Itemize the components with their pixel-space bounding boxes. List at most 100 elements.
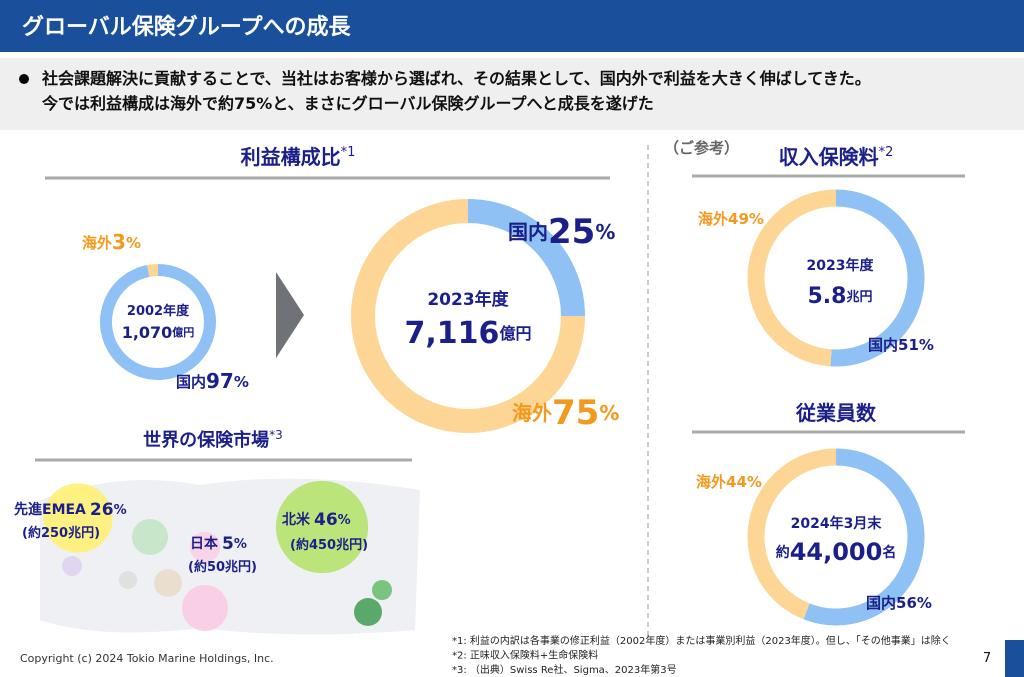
segment-label: 海外49% — [698, 210, 764, 228]
donut-total-part: 億円 — [172, 325, 194, 339]
section-title-part: 世界の保険市場 — [143, 429, 269, 451]
summary-line: 今では利益構成は海外で約75%と、まさにグローバル保険グループへと成長を遂げた — [41, 94, 654, 113]
reference-note-part: （ご参考） — [664, 139, 739, 157]
market-bubble — [275, 480, 369, 574]
segment-label-part: 国内 — [866, 594, 896, 612]
segment-label-part: 国内 — [176, 373, 206, 391]
section-title-part: 従業員数 — [795, 401, 877, 425]
segment-label: 海外44% — [696, 473, 762, 491]
market-label-part: % — [338, 513, 351, 528]
footnote-part: *2: 正味収入保険料+生命保険料 — [452, 649, 598, 662]
segment-label-part: 国内 — [868, 336, 898, 354]
donut-total-part: 兆円 — [846, 289, 872, 305]
segment-label-part: % — [919, 336, 934, 354]
segment-label-part: % — [595, 220, 615, 244]
segment-label-part: 75 — [552, 393, 599, 433]
segment-label-part: 25 — [548, 212, 595, 252]
donut-total: 1,070億円 — [122, 323, 195, 342]
donut-segment — [803, 448, 925, 626]
segment-label-part: % — [917, 594, 932, 612]
segment-label-part: 海外 — [82, 234, 112, 252]
market-label-part: % — [114, 503, 127, 518]
summary-band — [0, 58, 1024, 130]
donut-period-part: 2002年度 — [127, 303, 190, 319]
donut-segment — [467, 199, 585, 317]
segment-label-part: 海外 — [698, 210, 728, 228]
footnote: *3: （出典）Swiss Re社、Sigma、2023年第3号 — [452, 663, 677, 676]
page-number-part: 7 — [983, 651, 991, 666]
donut-total-part: 5.8 — [808, 284, 847, 309]
copyright-part: Copyright (c) 2024 Tokio Marine Holdings… — [20, 652, 274, 665]
donut-period-part: 2024年3月末 — [791, 515, 883, 532]
segment-label-part: % — [747, 473, 762, 491]
donut-period: 2024年3月末 — [791, 515, 883, 532]
donut-total: 約44,000名 — [776, 538, 897, 566]
section-title: 収入保険料*2 — [779, 145, 894, 169]
footnote-part: *3: （出典）Swiss Re社、Sigma、2023年第3号 — [452, 663, 677, 676]
market-label: 先進EMEA 26% — [14, 500, 127, 520]
small-bubble — [154, 569, 182, 597]
donut-total-part: 44,000 — [790, 538, 883, 566]
donut-period-part: 2023年度 — [427, 289, 509, 310]
market-size-part: (約250兆円) — [22, 525, 100, 541]
section-title-part: *1 — [341, 145, 356, 160]
small-bubble — [354, 598, 382, 626]
corner-mark — [1005, 640, 1024, 677]
summary-line-part: 今では利益構成は海外で約75%と、まさにグローバル保険グループへと成長を遂げた — [41, 94, 654, 113]
donut-total: 7,116億円 — [405, 316, 532, 351]
donut-period: 2023年度 — [427, 289, 509, 310]
copyright: Copyright (c) 2024 Tokio Marine Holdings… — [20, 652, 274, 665]
section-title-part: *2 — [879, 145, 894, 160]
slide-title: グローバル保険グループへの成長 — [22, 14, 351, 40]
segment-label-part: 3 — [112, 230, 126, 254]
section-title: 従業員数 — [795, 401, 877, 425]
reference-note: （ご参考） — [664, 139, 739, 157]
market-label-part: % — [234, 537, 247, 552]
small-bubble — [372, 580, 392, 600]
market-size: (約450兆円) — [290, 537, 368, 553]
market-label-part: 26 — [90, 500, 114, 520]
section-title-part: *3 — [269, 428, 283, 442]
market-label: 北米 46% — [282, 510, 351, 530]
segment-label-part: 56 — [896, 594, 917, 612]
small-bubble — [182, 585, 228, 631]
donut-total-part: 名 — [882, 544, 896, 561]
segment-label-part: % — [599, 401, 619, 425]
arrow — [276, 272, 304, 358]
segment-label-part: 44 — [726, 473, 747, 491]
small-bubble — [62, 556, 82, 576]
section-title-part: 収入保険料 — [779, 145, 879, 169]
page-number: 7 — [983, 651, 991, 666]
segment-label-part: 49 — [728, 210, 749, 228]
donut-total-part: 約 — [776, 544, 790, 561]
market-bubble — [43, 483, 113, 553]
market-size-part: (約450兆円) — [290, 537, 368, 553]
donut-total: 5.8兆円 — [808, 284, 873, 309]
small-bubble — [132, 519, 168, 555]
bullet — [19, 74, 29, 84]
segment-label: 国内51% — [868, 336, 934, 354]
section-title-part: 利益構成比 — [241, 145, 341, 169]
market-label-part: 5 — [222, 534, 234, 554]
segment-label-part: % — [234, 373, 249, 391]
segment-label-part: % — [126, 234, 141, 252]
segment-label: 国内25% — [508, 212, 615, 252]
segment-label-part: 海外 — [512, 401, 552, 425]
segment-label-part: 海外 — [696, 473, 726, 491]
donut-segment — [747, 448, 837, 620]
donut-segment — [351, 199, 585, 433]
segment-label: 海外75% — [512, 393, 619, 433]
donut-total-part: 1,070 — [122, 323, 173, 342]
market-size: (約250兆円) — [22, 525, 100, 541]
market-label-part: 日本 — [190, 535, 219, 552]
donut-segment — [830, 189, 925, 367]
market-label: 日本 5% — [190, 534, 247, 554]
summary-line-part: 社会課題解決に貢献することで、当社はお客様から選ばれ、その結果として、国内外で利… — [41, 69, 871, 88]
market-bubble — [189, 531, 221, 563]
donut-period-part: 2023年度 — [807, 257, 875, 274]
segment-label: 海外3% — [82, 230, 141, 254]
donut-total-part: 7,116 — [405, 316, 500, 351]
donut-period: 2002年度 — [127, 303, 190, 319]
donut-period: 2023年度 — [807, 257, 875, 274]
